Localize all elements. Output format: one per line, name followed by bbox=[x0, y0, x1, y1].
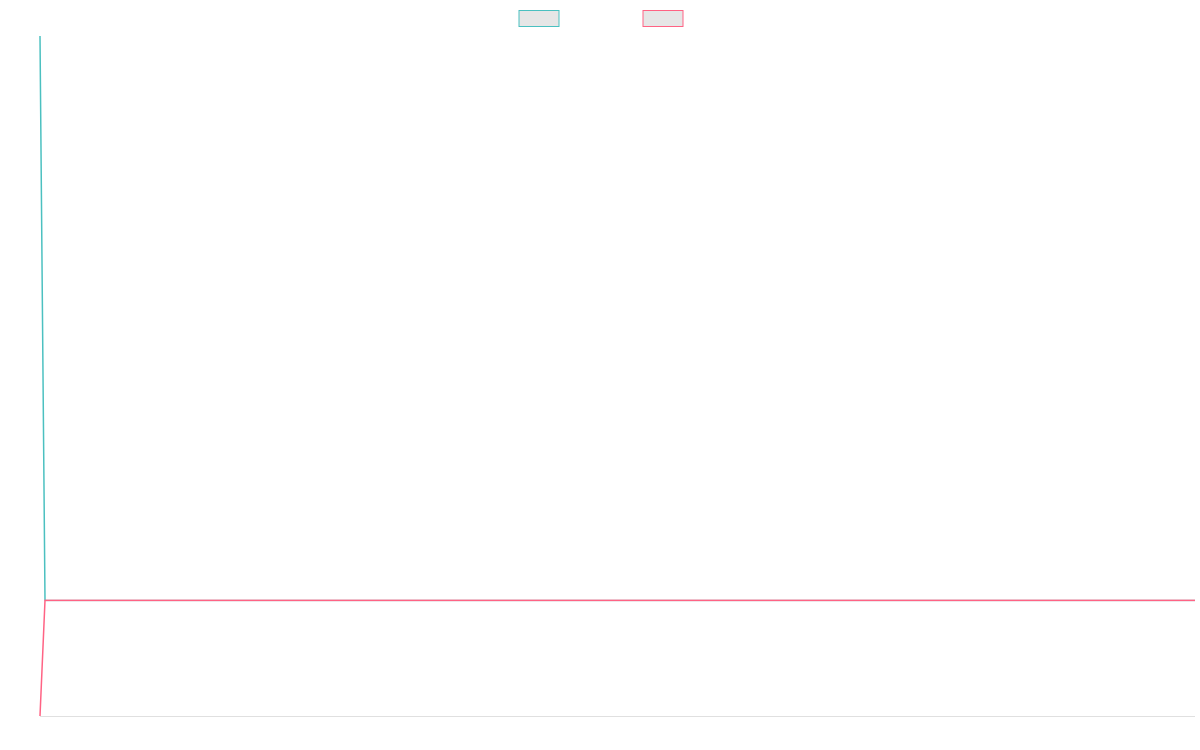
legend bbox=[518, 10, 684, 27]
series-line bbox=[39, 599, 1195, 717]
plot-area bbox=[39, 35, 1195, 717]
series-line bbox=[39, 35, 1195, 602]
legend-swatch[interactable] bbox=[518, 10, 560, 27]
legend-swatch[interactable] bbox=[642, 10, 684, 27]
